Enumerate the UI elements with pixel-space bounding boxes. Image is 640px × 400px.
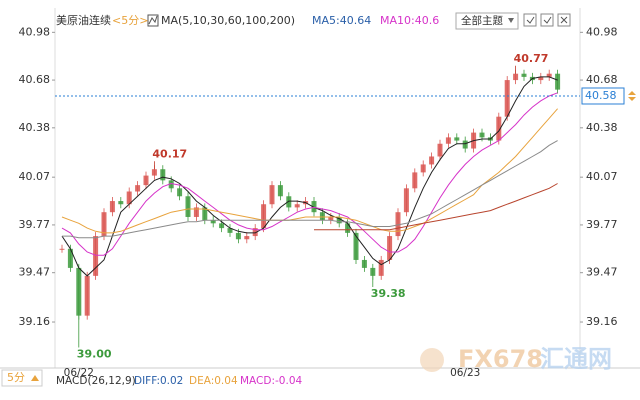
ma-label: MA(5,10,30,60,100,200) [161, 14, 295, 27]
diff-label: DIFF:0.02 [134, 375, 183, 387]
y-tick-label-right: 39.47 [586, 266, 618, 279]
y-tick-label: 40.98 [19, 25, 51, 38]
theme-dropdown-label: 全部主题 [461, 14, 503, 27]
ma-line [62, 140, 558, 239]
ma-icon-glyph [148, 15, 158, 25]
tool-glyph [543, 16, 552, 24]
y-tick-label-right: 40.07 [586, 170, 618, 183]
y-tick-label: 39.47 [19, 266, 51, 279]
ma-line [314, 183, 558, 231]
annotation-label: 39.38 [371, 287, 406, 300]
watermark-cn: 汇通网 [540, 345, 612, 373]
tool-icon[interactable] [540, 13, 554, 27]
annotation-label: 40.17 [152, 147, 187, 160]
period-arrow [31, 375, 39, 381]
x-tick-label: 06/22 [64, 367, 94, 379]
y-tick-label-right: 40.68 [586, 73, 618, 86]
instrument-title: 美原油连续 [56, 13, 111, 27]
theme-dropdown[interactable] [455, 12, 519, 30]
macd-value-label: MACD:-0.04 [240, 375, 302, 387]
y-tick-label: 39.77 [19, 218, 51, 231]
ma10-label: MA10:40.6 [380, 14, 439, 27]
x-tick-label: 06/23 [450, 367, 480, 379]
ma-line [61, 76, 558, 277]
last-price-tag [581, 87, 625, 105]
ma-icon[interactable] [147, 14, 159, 27]
y-tick-label-right: 39.16 [586, 315, 618, 328]
y-tick-label-right: 39.77 [586, 218, 618, 231]
tool-icon[interactable] [523, 13, 537, 27]
watermark-logo [420, 348, 444, 372]
ma-line [61, 108, 558, 234]
y-tick-label: 39.16 [19, 315, 51, 328]
last-price-marker [628, 90, 636, 101]
annotation-label: 39.00 [77, 347, 112, 360]
macd-label: MACD(26,12,9) [56, 375, 136, 387]
dea-label: DEA:0.04 [189, 375, 238, 387]
bottom-period-box[interactable] [1, 369, 43, 387]
ma-line [61, 92, 558, 256]
dropdown-arrow [508, 18, 514, 23]
last-price-label: 40.58 [585, 89, 617, 102]
y-tick-label-right: 40.38 [586, 121, 618, 134]
watermark: FX678 [458, 345, 543, 373]
bottom-period[interactable]: 5分 [7, 371, 25, 384]
y-tick-label-right: 40.98 [586, 25, 618, 38]
ma5-label: MA5:40.64 [312, 14, 371, 27]
tool-glyph [560, 16, 568, 24]
tool-glyph [526, 16, 535, 24]
y-tick-label: 40.07 [19, 170, 51, 183]
period-selector[interactable]: <5分> [112, 14, 148, 27]
y-tick-label: 40.68 [19, 73, 51, 86]
annotation-label: 40.77 [514, 52, 549, 65]
y-tick-label: 40.38 [19, 121, 51, 134]
